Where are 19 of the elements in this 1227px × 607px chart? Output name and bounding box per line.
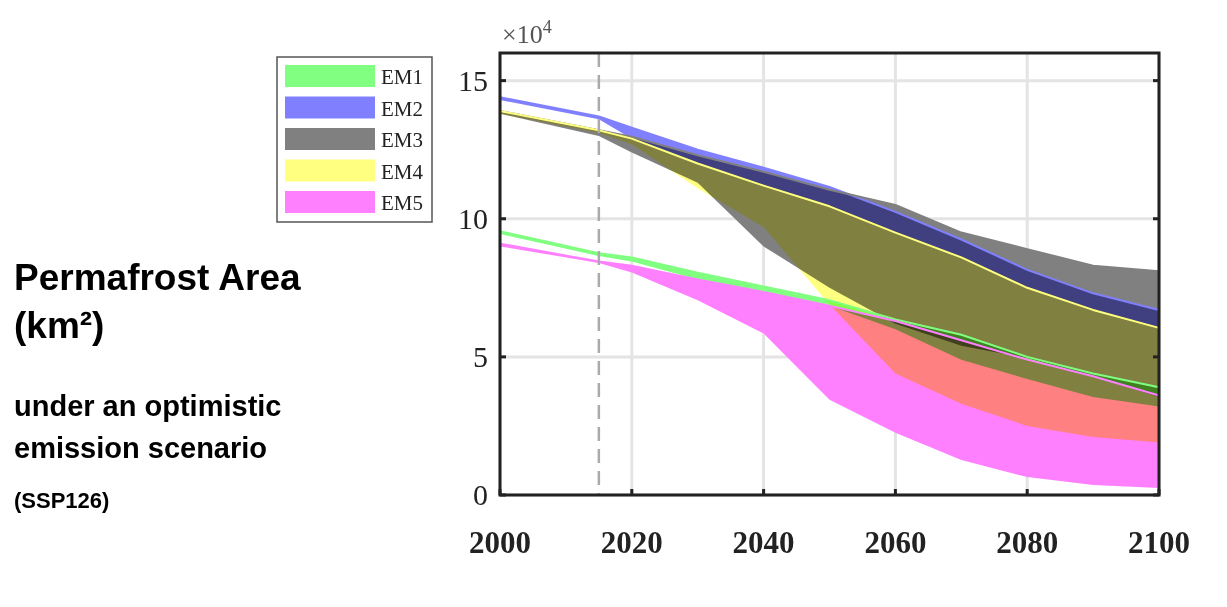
y-tick-label: 5 bbox=[473, 339, 488, 373]
x-tick-label: 2080 bbox=[996, 525, 1059, 560]
y-tick-label: 0 bbox=[473, 478, 488, 511]
x-tick-label: 2040 bbox=[732, 525, 795, 560]
legend-label: EM5 bbox=[381, 191, 423, 215]
y-tick-label: 15 bbox=[458, 63, 488, 97]
text: ×10$^{4}$ bbox=[502, 17, 552, 49]
legend-label: EM4 bbox=[381, 159, 424, 184]
text: under an optimistic emission scenario bbox=[14, 390, 282, 464]
text: Permafrost Area (km²) bbox=[14, 257, 301, 346]
x-tick-label: 2000 bbox=[469, 525, 531, 560]
legend-label: EM1 bbox=[381, 65, 423, 89]
x-tick-label: 2060 bbox=[864, 525, 927, 560]
legend-label: EM3 bbox=[381, 128, 423, 152]
x-tick-label: 2100 bbox=[1128, 525, 1190, 560]
text: (SSP126) bbox=[14, 488, 110, 513]
x-tick-label: 2020 bbox=[600, 525, 663, 560]
legend-label: EM2 bbox=[381, 96, 423, 121]
y-tick-label: 10 bbox=[458, 201, 488, 235]
